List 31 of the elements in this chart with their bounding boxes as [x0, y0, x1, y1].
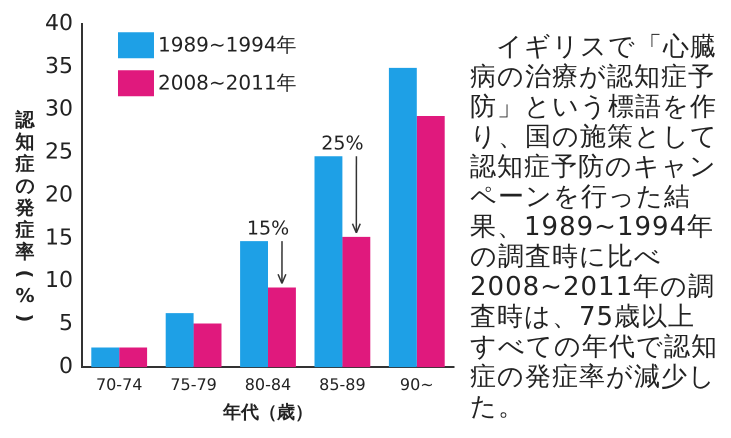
x-tick-label: 70-74 [96, 374, 142, 394]
y-tick-label: 40 [44, 10, 73, 36]
y-tick-label: 25 [44, 140, 73, 165]
y-tick-label: 5 [58, 311, 73, 336]
y-tick-label: 10 [44, 268, 73, 294]
bar [388, 68, 417, 368]
y-tick-label: 20 [44, 182, 73, 208]
bar [314, 156, 342, 368]
y-tick-label: 15 [44, 225, 73, 250]
bar [268, 287, 296, 368]
y-tick-label: 35 [44, 54, 73, 79]
x-tick-label: 90~ [400, 374, 434, 394]
x-tick-label: 75-79 [170, 374, 217, 394]
bar [342, 236, 370, 368]
x-tick-label: 80-84 [244, 374, 292, 394]
annotation: 15% [246, 218, 290, 240]
bar [166, 313, 194, 368]
text: イギリスで「心臓病の治療が認知症予防」という標語を作り、国の施策として認知症予防のキャンペーンを行った結果、1989~1994年の調査時に比べ2008~2011年の調査時は、75歳以上すべての年代で認知症の発症率が減少した。 [470, 32, 718, 422]
x-axis-title: 年代（歳） [222, 402, 313, 423]
bar [416, 116, 445, 368]
annotation: 25% [321, 132, 364, 155]
bar [119, 347, 148, 368]
legend-label: 1989~1994年 [158, 32, 297, 56]
y-tick-label: 30 [44, 96, 73, 122]
bar [240, 241, 268, 368]
x-tick-label: 85-89 [319, 374, 366, 394]
legend-label: 2008~2011年 [158, 70, 297, 94]
bar [194, 323, 222, 368]
bar [91, 347, 120, 368]
text: 認知症の発症率(%) [14, 109, 36, 322]
y-tick-label: 0 [58, 354, 73, 379]
